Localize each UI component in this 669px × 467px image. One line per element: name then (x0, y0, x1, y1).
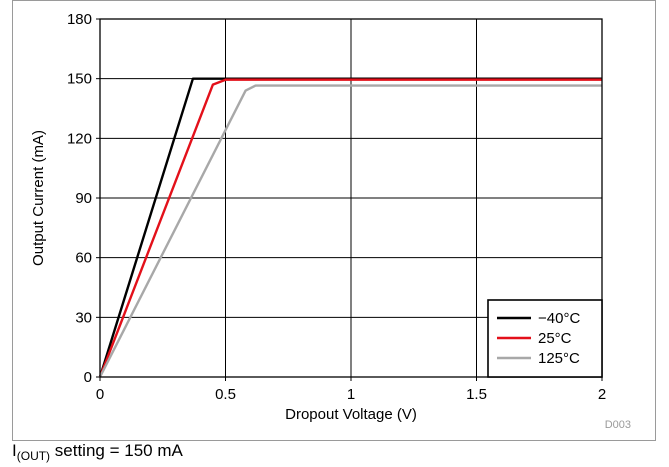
x-tick-label: 1 (347, 386, 355, 403)
y-tick-label: 90 (75, 190, 92, 207)
y-tick-label: 180 (67, 11, 92, 28)
y-tick-label: 120 (67, 130, 92, 147)
plot-border (99, 18, 603, 378)
figure-frame: 0 0.5 1 1.5 2 0 30 60 90 120 150 180 Dropout Voltage… (12, 0, 656, 441)
y-tick-label: 0 (84, 369, 92, 386)
y-axis-title: Output Current (mA) (30, 130, 47, 266)
chart: 0 0.5 1 1.5 2 0 30 60 90 120 150 180 Dropout Voltage… (30, 11, 631, 431)
legend-box (487, 299, 603, 378)
series-line-2 (98, 84, 602, 378)
x-tick-label: 2 (598, 386, 606, 403)
x-tick-label: 0 (96, 386, 104, 403)
x-tick-label: 1.5 (466, 386, 487, 403)
y-tick-label: 60 (75, 250, 92, 267)
footnote-symbol: I (12, 441, 17, 460)
series-line-1 (98, 78, 602, 378)
y-tick-label: 30 (75, 309, 92, 326)
footnote: I(OUT) setting = 150 mA (12, 440, 183, 467)
footnote-text: setting = 150 mA (50, 441, 183, 460)
legend-label-1: 25°C (538, 330, 572, 347)
legend-label-2: 125°C (538, 350, 580, 367)
footnote-subscript: (OUT) (16, 449, 51, 463)
x-axis-title: Dropout Voltage (V) (285, 406, 417, 423)
figure-id: D003 (605, 419, 631, 431)
x-tick-label: 0.5 (215, 386, 236, 403)
legend-label-0: −40°C (538, 310, 580, 327)
y-tick-label: 150 (67, 71, 92, 88)
